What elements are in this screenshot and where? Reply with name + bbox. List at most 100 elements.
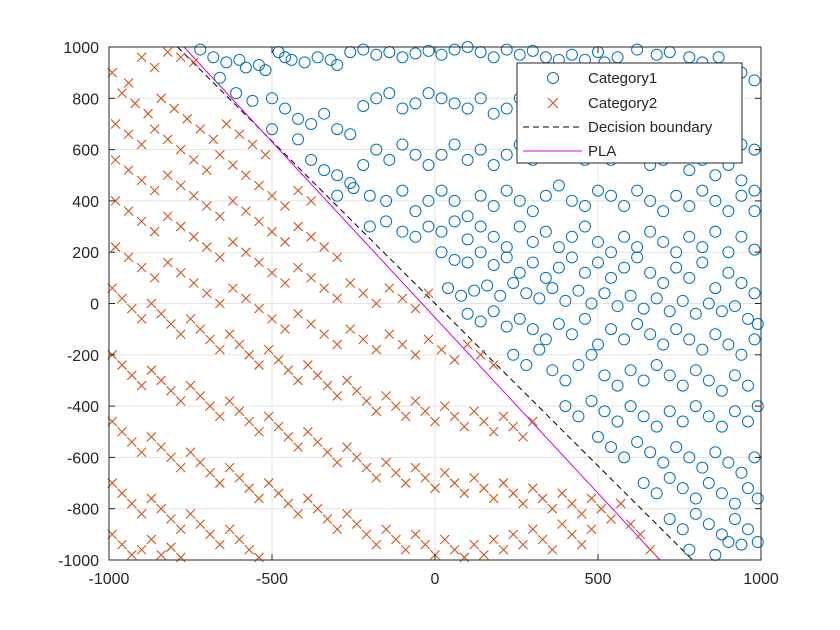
category1-point: [474, 246, 487, 259]
category1-point: [650, 292, 663, 305]
category2-point: [508, 529, 519, 540]
category2-point: [195, 390, 206, 401]
category1-point: [435, 246, 448, 259]
category2-point: [371, 344, 382, 355]
y-tick-label: -1000: [58, 553, 99, 570]
category2-point: [479, 549, 489, 560]
category2-point: [110, 196, 121, 206]
category2-point: [384, 283, 395, 293]
category1-point: [637, 410, 650, 423]
category2-point: [201, 288, 212, 299]
legend: Category1 Category2 Decision boundary PL…: [516, 62, 743, 164]
legend-label-category1: Category1: [588, 70, 657, 87]
category1-point: [396, 184, 409, 197]
category1-point: [715, 487, 728, 500]
category1-point: [709, 194, 722, 207]
category1-point: [618, 451, 631, 464]
category1-point: [722, 456, 735, 469]
category2-point: [214, 298, 225, 309]
category2-point: [234, 534, 245, 545]
legend-cross-icon: [547, 97, 559, 109]
category1-point: [598, 287, 611, 300]
category2-point: [358, 334, 369, 345]
category1-point: [526, 44, 539, 57]
category2-point: [254, 360, 264, 370]
category1-point: [565, 230, 578, 243]
category1-point: [552, 261, 565, 274]
category1-point: [644, 266, 657, 279]
category2-point: [423, 288, 434, 299]
category2-point: [358, 288, 369, 299]
category2-point: [117, 360, 127, 370]
category1-point: [657, 205, 670, 218]
category1-point: [663, 305, 676, 318]
legend-item-decision-boundary: Decision boundary: [523, 119, 713, 136]
category1-point: [748, 205, 761, 218]
category1-point: [487, 305, 500, 318]
category2-point: [267, 314, 277, 324]
category2-point: [205, 529, 215, 540]
category2-point: [263, 478, 274, 488]
category1-point: [683, 200, 696, 213]
category1-point: [670, 441, 683, 454]
category1-point: [435, 148, 448, 161]
category1-point: [305, 153, 318, 166]
category2-point: [400, 411, 411, 422]
category2-point: [439, 401, 450, 411]
category1-point: [735, 276, 748, 289]
category2-point: [459, 488, 470, 499]
category1-point: [422, 87, 435, 100]
category2-point: [430, 416, 440, 427]
category2-point: [214, 539, 225, 550]
category1-point: [751, 492, 764, 505]
category2-point: [345, 324, 356, 335]
category1-point: [741, 415, 754, 428]
category2-point: [244, 483, 255, 494]
category2-point: [156, 308, 167, 319]
category1-point: [696, 461, 709, 474]
category2-point: [241, 170, 251, 181]
category1-point: [689, 307, 702, 320]
category2-point: [188, 154, 199, 165]
category1-point: [683, 164, 696, 177]
category1-point: [409, 230, 422, 243]
category1-point: [318, 107, 331, 120]
category2-point: [241, 293, 251, 304]
category2-point: [195, 457, 206, 468]
category2-point: [188, 278, 199, 288]
x-tick-labels: -1000 -500 0 500 1000: [89, 571, 779, 588]
category2-point: [130, 98, 140, 109]
category1-point: [578, 266, 591, 279]
category2-point: [195, 324, 206, 335]
category1-point: [230, 87, 243, 100]
category2-point: [439, 534, 450, 545]
category2-point: [227, 283, 238, 293]
category2-point: [586, 524, 597, 535]
category1-point: [709, 328, 722, 341]
category2-point: [635, 529, 646, 540]
category1-point: [631, 43, 644, 56]
category2-point: [156, 503, 167, 514]
category1-point: [259, 64, 272, 77]
category2-point: [361, 529, 372, 540]
category2-point: [410, 462, 421, 473]
category2-point: [423, 334, 434, 345]
category2-point: [126, 303, 137, 314]
category1-point: [448, 194, 461, 207]
category2-point: [175, 221, 186, 232]
category2-markers: [107, 47, 656, 563]
category1-point: [422, 44, 435, 57]
category1-point: [500, 320, 513, 333]
y-tick-label: -600: [67, 450, 99, 467]
category2-point: [175, 267, 186, 278]
category2-point: [371, 473, 382, 483]
category1-point: [728, 497, 741, 510]
category1-point: [709, 225, 722, 238]
category2-point: [136, 380, 147, 391]
category2-point: [547, 544, 558, 555]
category1-point: [689, 364, 702, 377]
category2-point: [162, 134, 173, 145]
category1-point: [396, 51, 409, 64]
category2-point: [126, 437, 137, 447]
